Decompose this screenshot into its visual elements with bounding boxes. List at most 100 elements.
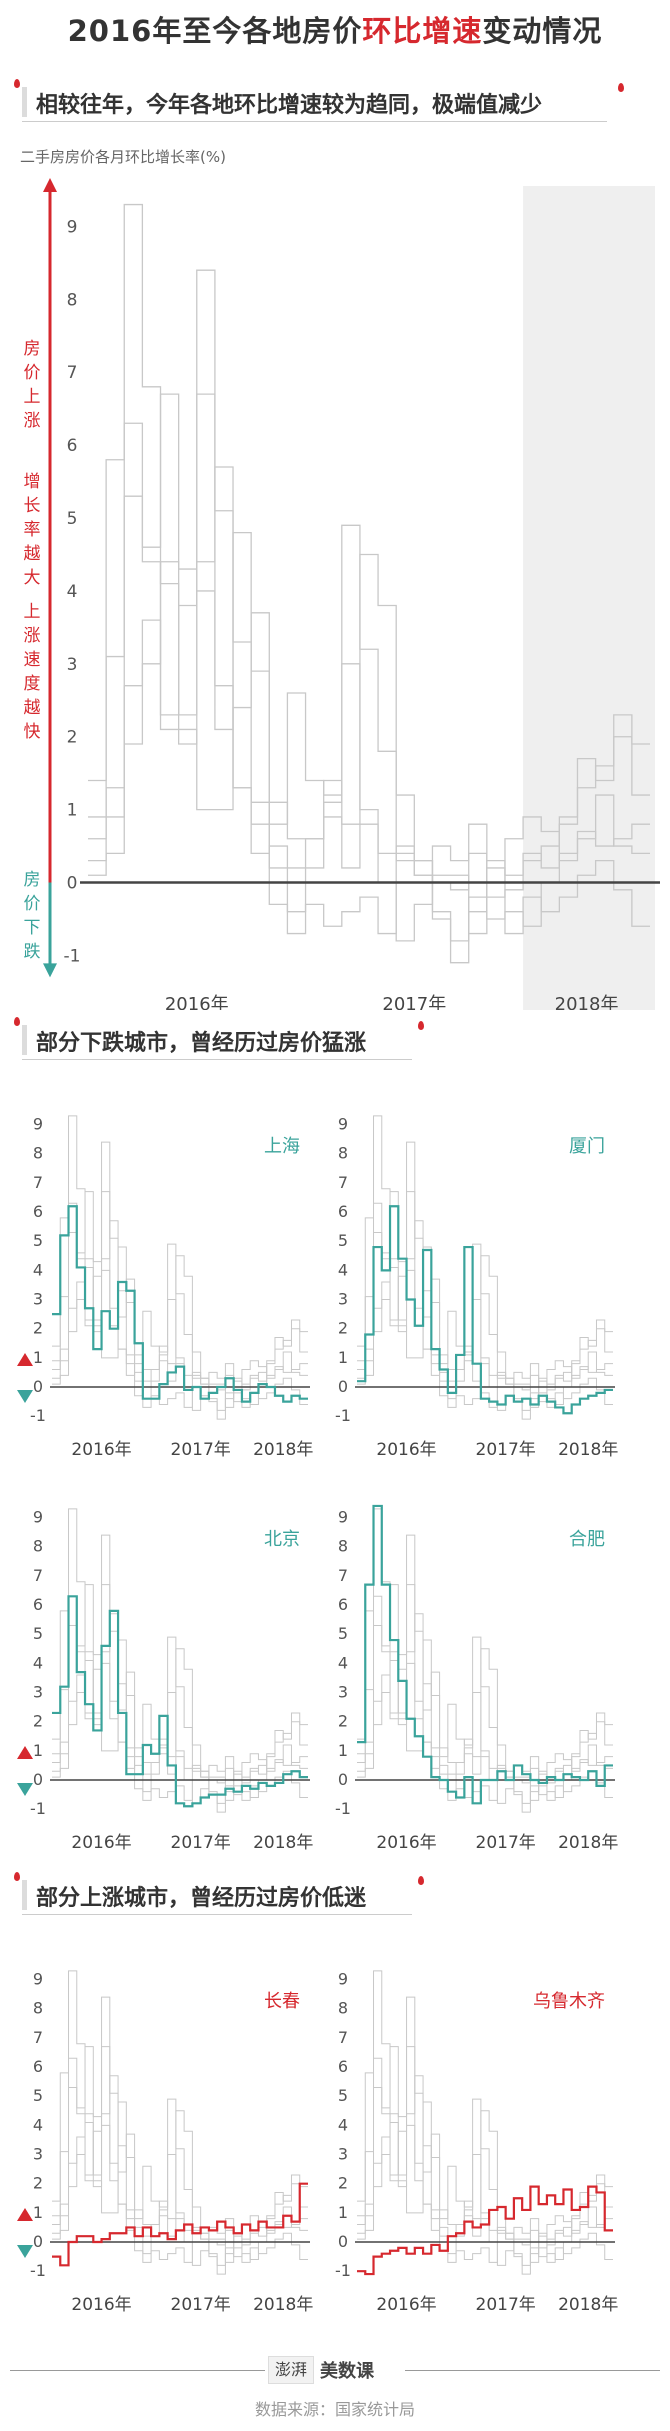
y-tick-label: -1 bbox=[30, 2261, 46, 2280]
x-tick-label: 2016年 bbox=[71, 1440, 131, 1460]
y-tick-label: 8 bbox=[338, 1999, 348, 2018]
background-line-0 bbox=[52, 1191, 308, 1411]
city-name: 合肥 bbox=[569, 1529, 605, 1550]
x-tick-label: 2016年 bbox=[376, 2295, 436, 2315]
y-tick-label: 9 bbox=[338, 1115, 348, 1134]
y-tick-label: 3 bbox=[338, 1290, 348, 1309]
background-line-0 bbox=[357, 1191, 613, 1411]
y-tick-label: 1 bbox=[338, 2203, 348, 2222]
up-arrow-icon bbox=[43, 178, 57, 192]
x-tick-label: 2016年 bbox=[165, 994, 229, 1010]
x-tick-label: 2017年 bbox=[382, 994, 446, 1010]
y-tick-label: 3 bbox=[338, 1683, 348, 1702]
city-line bbox=[357, 2185, 613, 2276]
city-line bbox=[52, 1205, 308, 1403]
y-tick-label: 7 bbox=[338, 2028, 348, 2047]
y-tick-label: 2 bbox=[33, 1712, 43, 1731]
y-tick-label: -1 bbox=[64, 946, 81, 966]
background-line-4 bbox=[357, 1648, 613, 1781]
background-line-2 bbox=[357, 1508, 613, 1804]
background-line-0 bbox=[52, 1584, 308, 1804]
y-tick-label: -1 bbox=[335, 1406, 351, 1425]
background-line-3 bbox=[52, 1584, 308, 1813]
background-line-2 bbox=[357, 1970, 613, 2266]
main-chart: -1 0 1 2 3 4 5 6 7 8 9 2016年 2017年 2018年 bbox=[43, 178, 660, 1010]
background-line-1 bbox=[357, 1534, 613, 1793]
y-tick-label: 8 bbox=[33, 1144, 43, 1163]
y-tick-label: 9 bbox=[33, 1115, 43, 1134]
y-tick-label: 9 bbox=[67, 217, 78, 237]
y-tick-label: -1 bbox=[30, 1406, 46, 1425]
background-line-1 bbox=[357, 1141, 613, 1400]
y-tick-label: 6 bbox=[33, 1202, 43, 1221]
y-tick-label: 0 bbox=[338, 2232, 348, 2251]
x-tick-label: 2018年 bbox=[558, 1833, 618, 1853]
y-tick-label: 0 bbox=[33, 1770, 43, 1789]
city-line bbox=[52, 1595, 308, 1808]
background-line-0 bbox=[357, 2046, 613, 2266]
data-source: 数据来源：国家统计局 bbox=[254, 2400, 415, 2419]
city-line bbox=[357, 1504, 613, 1805]
y-tick-label: 3 bbox=[33, 1683, 43, 1702]
y-tick-label: 8 bbox=[33, 1999, 43, 2018]
y-tick-label: -1 bbox=[335, 1799, 351, 1818]
background-line-1 bbox=[52, 1996, 308, 2255]
y-tick-label: 5 bbox=[33, 1231, 43, 1250]
section-title-1: 相较往年，今年各地环比增速较为趋同，极端值减少 bbox=[36, 93, 543, 118]
y-tick-label: 0 bbox=[67, 874, 78, 894]
y-tick-label: 5 bbox=[67, 509, 78, 529]
x-tick-label: 2017年 bbox=[171, 2295, 231, 2315]
y-tick-label: 8 bbox=[67, 290, 78, 310]
y-tick-label: 0 bbox=[33, 2232, 43, 2251]
section-header-3: 部分上涨城市，曾经历过房价低迷 bbox=[14, 1872, 622, 1915]
main-chart-ylabel: 二手房房价各月环比增长率(%) bbox=[20, 148, 226, 166]
y-tick-label: 7 bbox=[67, 363, 78, 383]
x-tick-label: 2018年 bbox=[558, 1440, 618, 1460]
background-line-2 bbox=[357, 1115, 613, 1411]
logo: 澎湃 美数课 bbox=[268, 2356, 374, 2386]
y-tick-label: 9 bbox=[33, 1508, 43, 1527]
y-tick-label: 3 bbox=[67, 655, 78, 675]
background-line-3 bbox=[357, 1191, 613, 1420]
y-tick-label: 2 bbox=[338, 1712, 348, 1731]
up-triangle-icon bbox=[17, 1746, 33, 1759]
shaded-period bbox=[523, 186, 655, 1010]
city-line bbox=[52, 2182, 308, 2267]
x-tick-label: 2018年 bbox=[253, 2295, 313, 2315]
down-triangle-icon bbox=[17, 2245, 33, 2258]
background-line-1 bbox=[52, 1534, 308, 1793]
y-tick-label: 2 bbox=[67, 728, 78, 748]
y-tick-label: 4 bbox=[338, 2115, 348, 2134]
y-tick-label: 2 bbox=[33, 2174, 43, 2193]
background-line-0 bbox=[357, 1584, 613, 1804]
logo-name: 美数课 bbox=[320, 2361, 375, 2382]
x-tick-label: 2017年 bbox=[476, 2295, 536, 2315]
y-tick-label: 9 bbox=[338, 1970, 348, 1989]
x-tick-label: 2016年 bbox=[71, 2295, 131, 2315]
y-tick-label: 5 bbox=[338, 1231, 348, 1250]
background-line-2 bbox=[52, 1970, 308, 2266]
y-tick-label: 1 bbox=[33, 1741, 43, 1760]
background-line-4 bbox=[52, 1255, 308, 1388]
y-tick-label: 3 bbox=[33, 1290, 43, 1309]
section-header-1: 相较往年，今年各地环比增速较为趋同，极端值减少 bbox=[14, 79, 624, 122]
city-line bbox=[357, 1205, 613, 1415]
y-tick-label: 6 bbox=[33, 2057, 43, 2076]
section-title-2: 部分下跌城市，曾经历过房价猛涨 bbox=[36, 1031, 367, 1056]
x-tick-label: 2017年 bbox=[476, 1833, 536, 1853]
down-triangle-icon bbox=[17, 1390, 33, 1403]
y-tick-label: 6 bbox=[67, 436, 78, 456]
y-tick-label: 3 bbox=[338, 2145, 348, 2164]
chart-beijing: -1 0 1 2 3 4 5 6 7 8 9 北京 2016年 2017年 2018年 bbox=[30, 1508, 313, 1853]
y-tick-label: 2 bbox=[338, 2174, 348, 2193]
up-triangle-icon bbox=[17, 2208, 33, 2221]
background-line-4 bbox=[357, 1255, 613, 1388]
background-line-3 bbox=[52, 2046, 308, 2275]
y-tick-label: 5 bbox=[338, 1624, 348, 1643]
background-line-4 bbox=[52, 2110, 308, 2243]
city-name: 长春 bbox=[264, 1991, 300, 2012]
y-tick-label: 5 bbox=[33, 1624, 43, 1643]
y-tick-label: 9 bbox=[33, 1970, 43, 1989]
y-tick-label: 4 bbox=[338, 1260, 348, 1279]
y-tick-label: 8 bbox=[338, 1537, 348, 1556]
